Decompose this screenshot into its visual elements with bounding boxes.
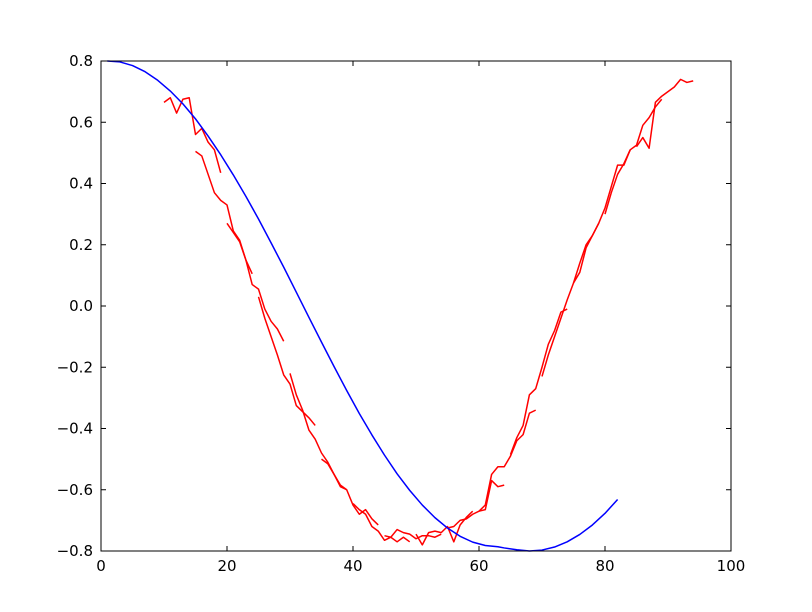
x-tick-label: 0: [96, 557, 106, 575]
y-axis: −0.8 −0.6 −0.4 −0.2 0.0 0.2 0.4 0.6 0.8: [57, 52, 731, 560]
y-tick-label: 0.0: [69, 297, 93, 315]
y-tick-label: −0.6: [57, 481, 93, 499]
noisy-segment-9: [447, 479, 505, 529]
noisy-segment-2: [226, 222, 285, 342]
x-axis: 0 20 40 60 80 100: [96, 61, 745, 575]
y-tick-label: −0.8: [57, 542, 93, 560]
x-tick-label: 40: [343, 557, 362, 575]
noisy-series-layer: [163, 78, 694, 546]
noisy-segment-5: [321, 458, 379, 526]
noisy-segment-11: [509, 308, 568, 455]
y-tick-label: 0.6: [69, 113, 93, 131]
y-tick-label: 0.2: [69, 236, 93, 254]
y-tick-label: 0.4: [69, 175, 93, 193]
noisy-segment-13: [572, 149, 631, 284]
x-tick-label: 100: [717, 557, 746, 575]
x-tick-label: 20: [217, 557, 236, 575]
noisy-segment-10: [478, 409, 537, 512]
noisy-segment-14: [604, 98, 663, 215]
x-tick-label: 80: [595, 557, 614, 575]
noisy-segment-15: [635, 78, 694, 150]
y-tick-label: −0.2: [57, 358, 93, 376]
noisy-segment-3: [257, 296, 316, 426]
y-tick-label: −0.4: [57, 420, 93, 438]
noisy-segment-6: [352, 502, 411, 543]
noisy-segment-8: [415, 510, 474, 546]
y-tick-label: 0.8: [69, 52, 93, 70]
x-tick-label: 60: [469, 557, 488, 575]
noisy-segment-7: [384, 528, 442, 540]
noisy-segment-12: [541, 222, 600, 377]
